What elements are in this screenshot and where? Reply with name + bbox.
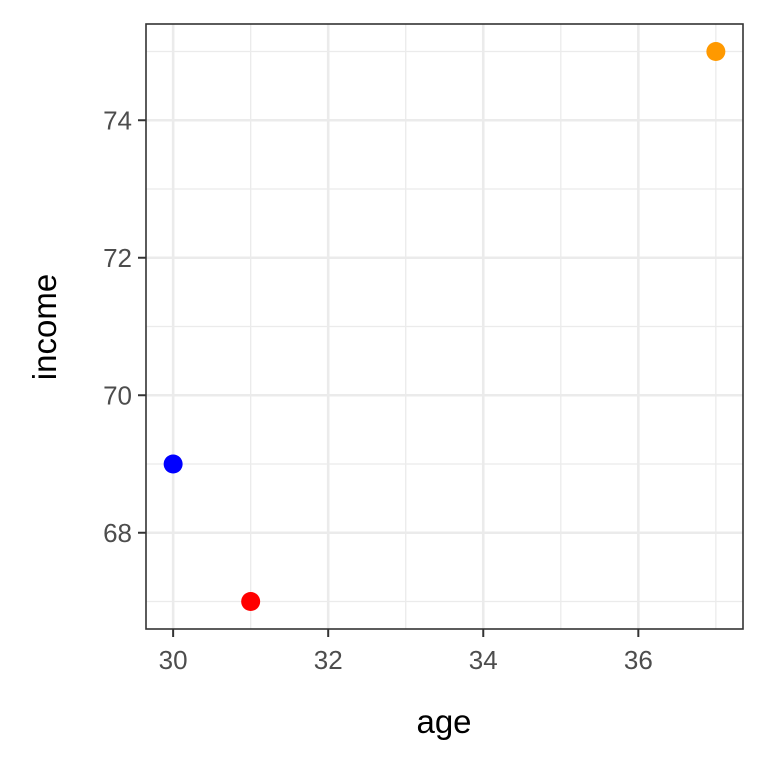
x-tick-label: 36 bbox=[624, 645, 653, 675]
data-points bbox=[163, 42, 726, 611]
x-axis: 30 32 34 36 bbox=[159, 629, 653, 675]
x-tick-label: 30 bbox=[159, 645, 188, 675]
y-axis: 68 70 72 74 bbox=[103, 105, 146, 548]
x-axis-title: age bbox=[416, 703, 471, 740]
data-point bbox=[706, 42, 726, 61]
x-tick-label: 34 bbox=[469, 645, 498, 675]
y-tick-label: 74 bbox=[103, 105, 132, 135]
y-tick-label: 70 bbox=[103, 380, 132, 410]
y-tick-label: 72 bbox=[103, 243, 132, 273]
plot-panel-border bbox=[145, 23, 744, 630]
y-tick-label: 68 bbox=[103, 518, 132, 548]
x-tick-label: 32 bbox=[314, 645, 343, 675]
data-point bbox=[241, 592, 261, 611]
grid bbox=[146, 24, 743, 629]
y-axis-title: income bbox=[26, 274, 63, 380]
data-point bbox=[163, 454, 183, 474]
